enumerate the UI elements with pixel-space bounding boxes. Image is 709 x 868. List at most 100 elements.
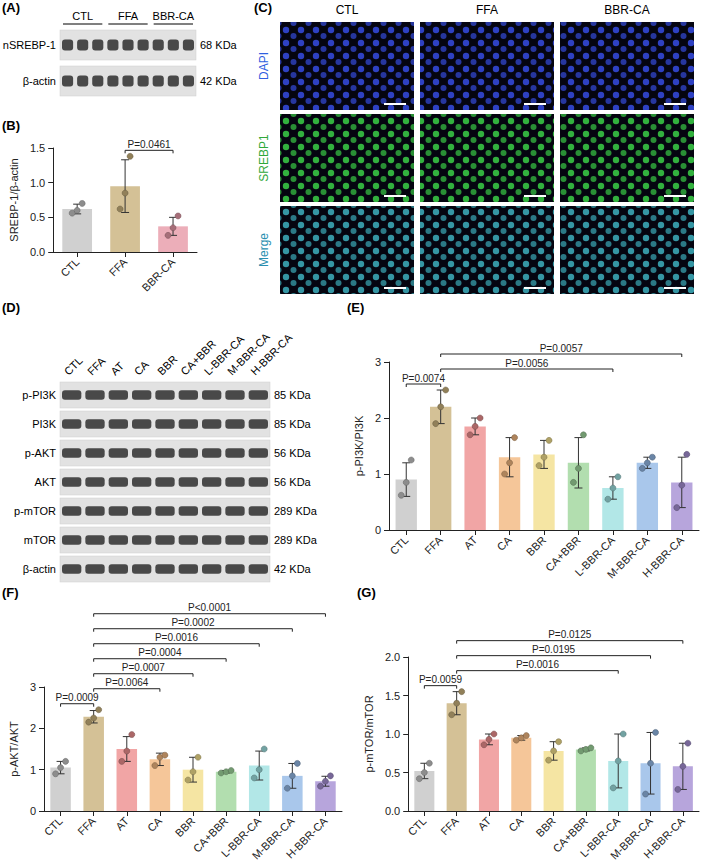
svg-text:42 KDa: 42 KDa [200, 75, 238, 87]
svg-text:85 KDa: 85 KDa [274, 389, 312, 401]
svg-text:AKT: AKT [35, 476, 57, 488]
svg-text:BBR: BBR [524, 534, 549, 559]
svg-text:CTL: CTL [405, 815, 428, 838]
svg-text:BBR: BBR [533, 815, 558, 840]
svg-text:p-mTOR: p-mTOR [14, 505, 56, 517]
svg-text:BBR-CA: BBR-CA [139, 255, 177, 293]
svg-text:289 KDa: 289 KDa [274, 505, 318, 517]
svg-text:β-actin: β-actin [23, 563, 56, 575]
svg-text:289 KDa: 289 KDa [274, 534, 318, 546]
svg-text:AT: AT [113, 815, 131, 833]
svg-text:BBR: BBR [173, 815, 198, 840]
svg-text:P=0.0002: P=0.0002 [171, 617, 215, 628]
svg-text:42 KDa: 42 KDa [274, 563, 312, 575]
svg-text:0.5: 0.5 [385, 767, 400, 779]
svg-text:0: 0 [30, 805, 36, 817]
svg-text:1.0: 1.0 [385, 728, 400, 740]
svg-text:SREBP-1/β-actin: SREBP-1/β-actin [8, 158, 20, 241]
svg-text:P=0.0195: P=0.0195 [532, 644, 576, 655]
svg-text:L-BBR-CA: L-BBR-CA [577, 814, 623, 860]
svg-text:P<0.0001: P<0.0001 [188, 602, 232, 613]
svg-text:CTL: CTL [72, 10, 93, 22]
svg-text:3: 3 [375, 356, 381, 368]
svg-text:CTL: CTL [387, 534, 410, 557]
svg-text:2: 2 [375, 412, 381, 424]
svg-text:P=0.0074: P=0.0074 [402, 373, 446, 384]
svg-text:FFA: FFA [438, 814, 461, 837]
svg-text:M-BBR-CA: M-BBR-CA [249, 814, 297, 862]
svg-text:P=0.0057: P=0.0057 [540, 343, 584, 354]
svg-text:P=0.0056: P=0.0056 [505, 358, 549, 369]
svg-text:CTL: CTL [62, 354, 85, 377]
svg-text:H-BBR-CA: H-BBR-CA [248, 331, 295, 378]
svg-text:L-BBR-CA: L-BBR-CA [201, 332, 247, 378]
svg-text:0.5: 0.5 [30, 211, 45, 223]
svg-text:CA: CA [132, 358, 152, 378]
svg-text:M-BBR-CA: M-BBR-CA [607, 814, 655, 862]
svg-text:1.5: 1.5 [385, 690, 400, 702]
svg-text:M-BBR-CA: M-BBR-CA [604, 533, 652, 581]
svg-text:H-BBR-CA: H-BBR-CA [640, 533, 687, 580]
svg-text:p-AKT: p-AKT [25, 447, 56, 459]
svg-text:mTOR: mTOR [24, 534, 56, 546]
svg-text:DAPI: DAPI [257, 52, 271, 80]
svg-text:CTL: CTL [58, 256, 81, 279]
svg-text:PI3K: PI3K [32, 418, 57, 430]
svg-text:2: 2 [30, 722, 36, 734]
svg-text:CTL: CTL [42, 815, 65, 838]
svg-text:P=0.0007: P=0.0007 [122, 662, 166, 673]
svg-text:H-BBR-CA: H-BBR-CA [284, 814, 331, 861]
svg-text:3: 3 [30, 681, 36, 693]
svg-text:1.0: 1.0 [30, 177, 45, 189]
svg-text:FFA: FFA [85, 354, 108, 377]
svg-text:H-BBR-CA: H-BBR-CA [641, 814, 688, 861]
svg-text:P=0.0059: P=0.0059 [419, 674, 463, 685]
svg-text:0.0: 0.0 [30, 246, 45, 258]
svg-text:P=0.0009: P=0.0009 [56, 692, 100, 703]
svg-text:SREBP1: SREBP1 [257, 134, 271, 182]
svg-text:CA: CA [495, 533, 515, 553]
svg-text:68 KDa: 68 KDa [200, 39, 238, 51]
svg-text:BBR: BBR [155, 353, 180, 378]
svg-text:BBR-CA: BBR-CA [153, 10, 195, 22]
svg-text:P=0.0016: P=0.0016 [516, 659, 560, 670]
svg-text:2.0: 2.0 [385, 651, 400, 663]
svg-text:P=0.0004: P=0.0004 [138, 647, 182, 658]
svg-text:FFA: FFA [75, 814, 98, 837]
svg-text:FFA: FFA [476, 3, 498, 17]
svg-text:0: 0 [375, 524, 381, 536]
svg-text:AT: AT [462, 534, 480, 552]
svg-text:FFA: FFA [118, 10, 139, 22]
svg-text:P=0.0064: P=0.0064 [105, 677, 149, 688]
svg-text:0.0: 0.0 [385, 805, 400, 817]
svg-text:1: 1 [375, 468, 381, 480]
svg-text:L-BBR-CA: L-BBR-CA [572, 533, 618, 579]
svg-text:nSREBP-1: nSREBP-1 [3, 39, 56, 51]
svg-text:p-AKT/AKT: p-AKT/AKT [8, 721, 20, 777]
svg-text:P=0.0016: P=0.0016 [155, 632, 199, 643]
svg-text:FFA: FFA [107, 255, 130, 278]
svg-text:p-PI3K: p-PI3K [22, 389, 56, 401]
svg-text:AT: AT [108, 359, 126, 377]
svg-text:BBR-CA: BBR-CA [604, 3, 649, 17]
svg-text:P=0.0125: P=0.0125 [548, 629, 592, 640]
svg-text:M-BBR-CA: M-BBR-CA [224, 330, 272, 378]
svg-text:CA: CA [506, 814, 526, 834]
svg-text:FFA: FFA [422, 533, 445, 556]
svg-text:CA: CA [145, 814, 165, 834]
svg-text:p-PI3K/PI3K: p-PI3K/PI3K [353, 415, 365, 476]
svg-text:56 KDa: 56 KDa [274, 447, 312, 459]
svg-text:Merge: Merge [257, 233, 271, 267]
svg-text:β-actin: β-actin [23, 75, 56, 87]
svg-text:p-mTOR/mTOR: p-mTOR/mTOR [363, 695, 375, 772]
svg-text:CTL: CTL [336, 3, 359, 17]
svg-text:1.5: 1.5 [30, 142, 45, 154]
svg-text:P=0.0461: P=0.0461 [128, 139, 172, 150]
svg-text:AT: AT [475, 815, 493, 833]
svg-text:CA+BBR: CA+BBR [542, 533, 583, 574]
svg-text:1: 1 [30, 764, 36, 776]
svg-text:CA+BBR: CA+BBR [178, 337, 219, 378]
svg-text:56 KDa: 56 KDa [274, 476, 312, 488]
svg-text:L-BBR-CA: L-BBR-CA [218, 814, 264, 860]
svg-text:85 KDa: 85 KDa [274, 418, 312, 430]
